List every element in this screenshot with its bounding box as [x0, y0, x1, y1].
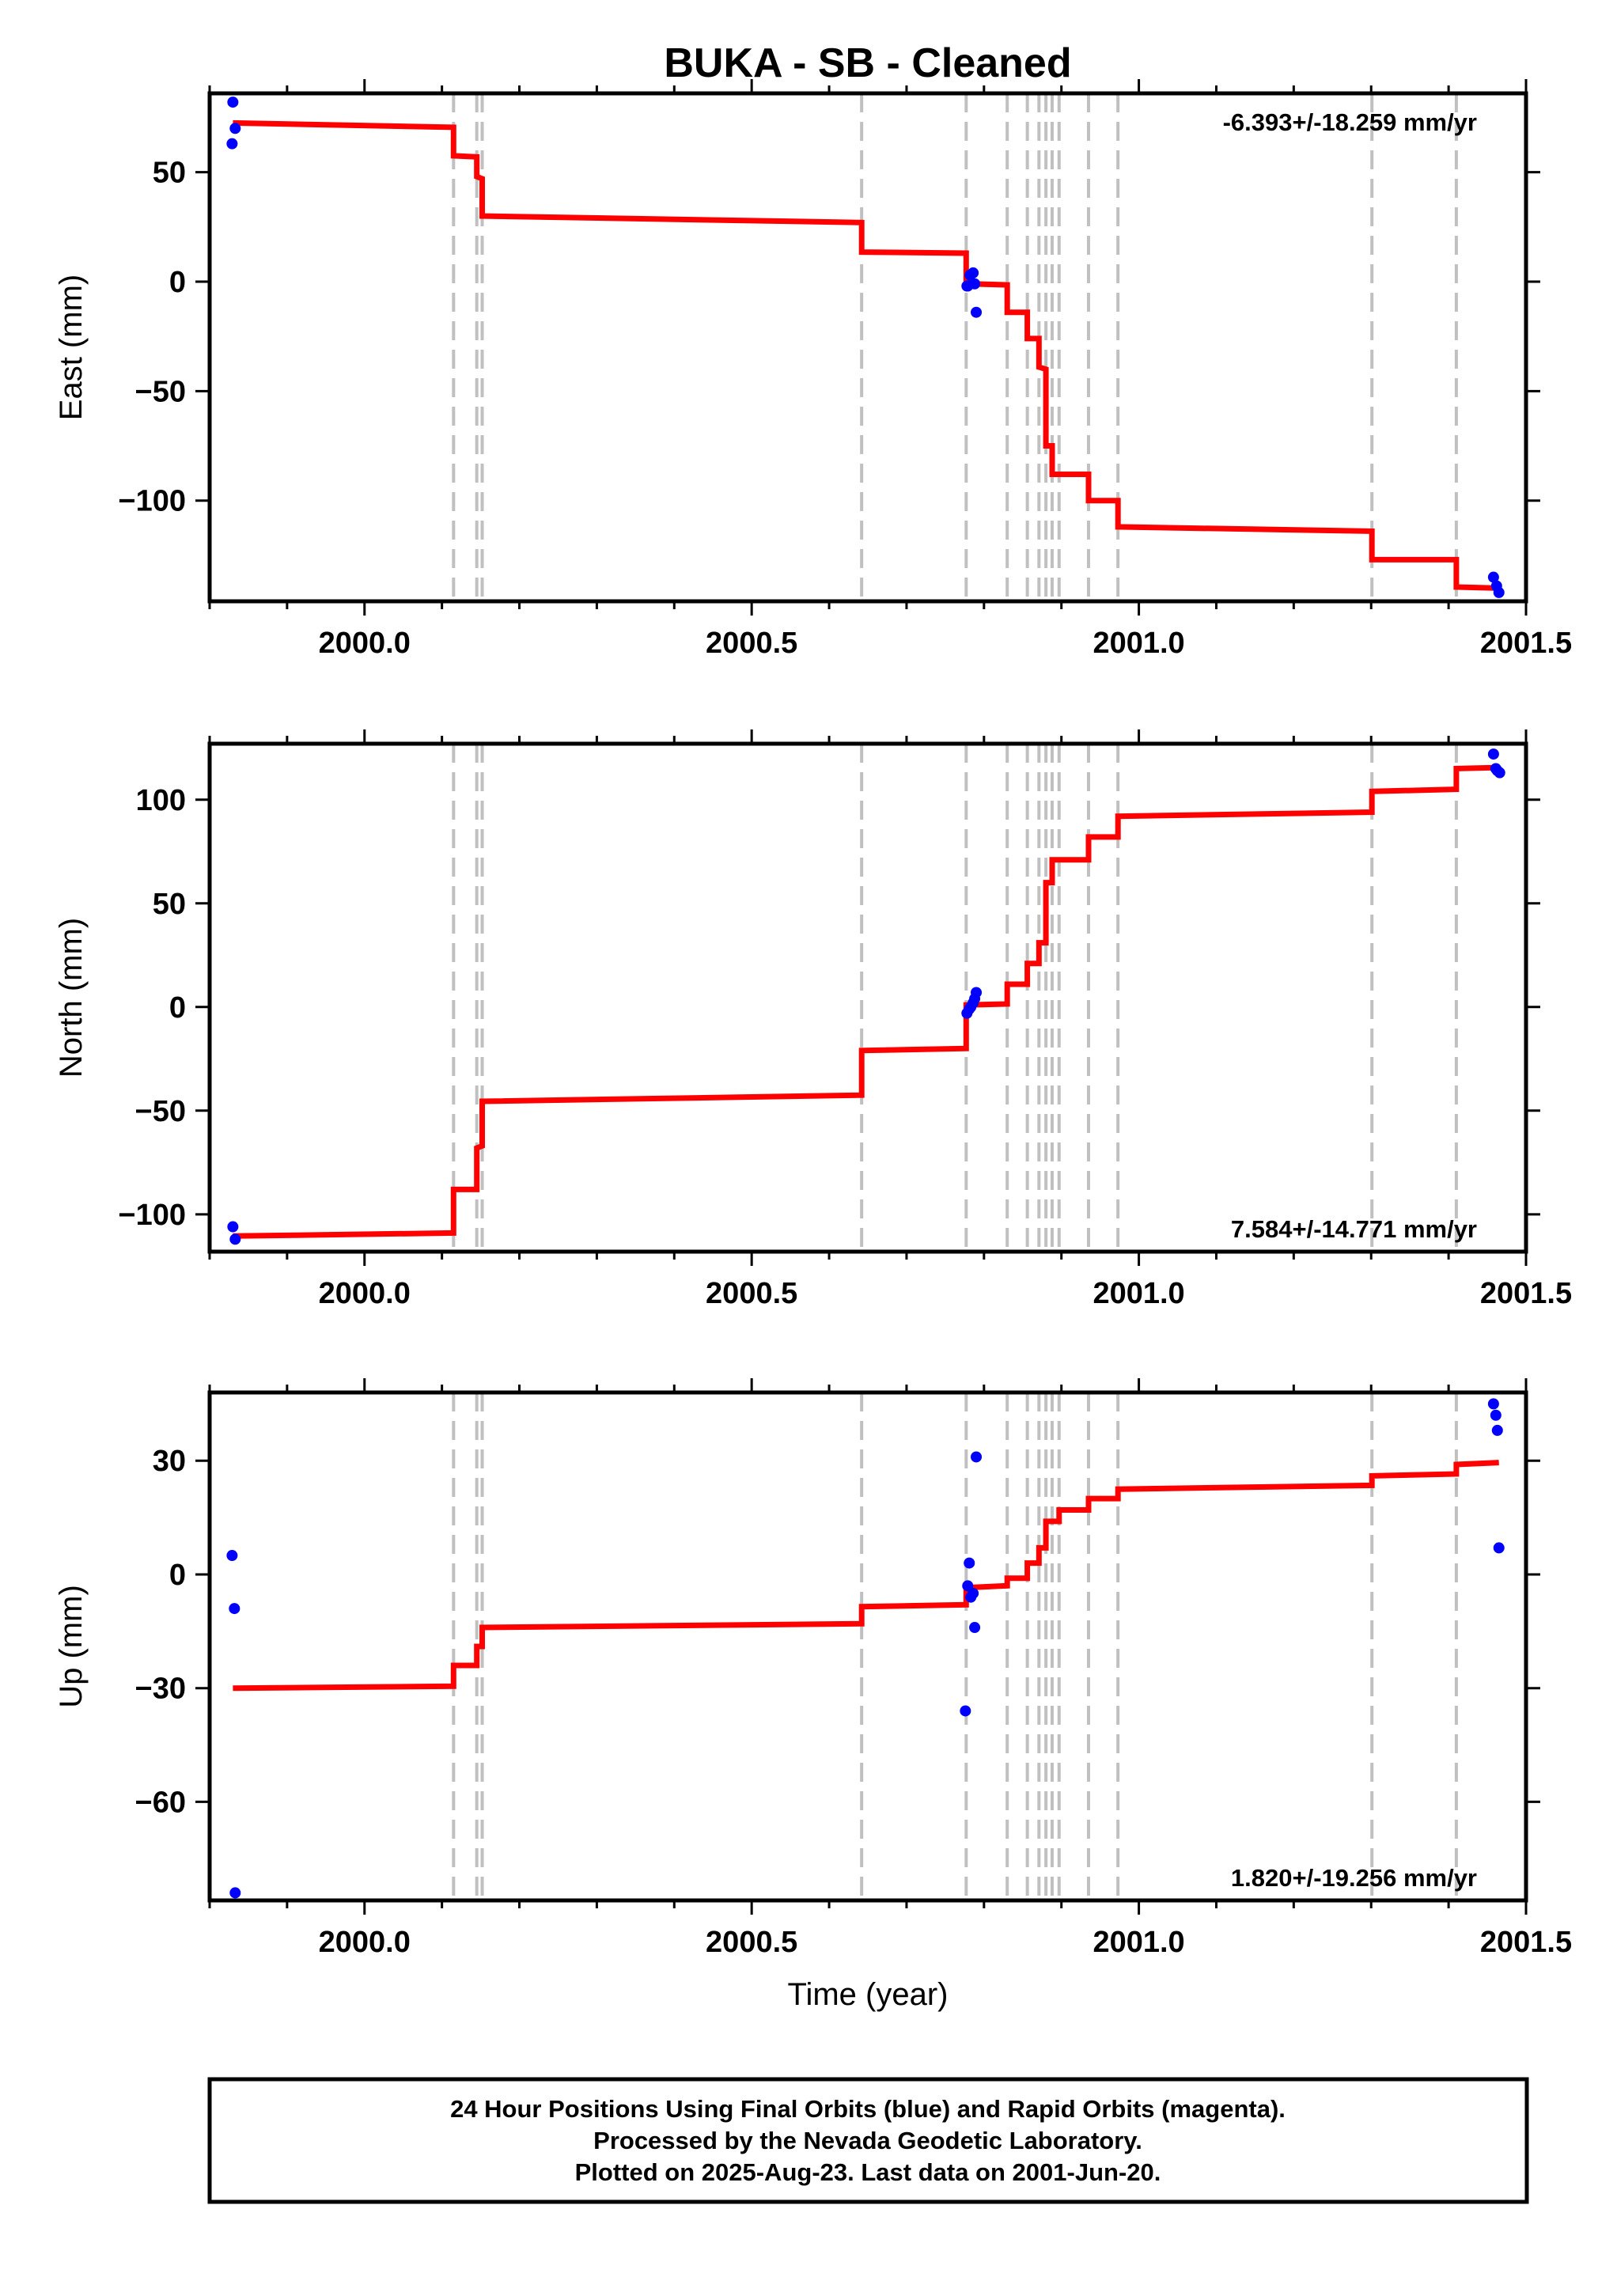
- data-point: [1487, 571, 1499, 583]
- data-point: [968, 1587, 979, 1599]
- data-point: [1491, 1424, 1503, 1436]
- y-tick-label: −60: [135, 1786, 186, 1819]
- y-tick-label: 0: [169, 1559, 186, 1592]
- data-point: [969, 1622, 981, 1634]
- model-series-line: [233, 1460, 1499, 1692]
- footer-line-1: 24 Hour Positions Using Final Orbits (bl…: [450, 2095, 1286, 2123]
- x-tick-label: 2001.5: [1480, 1926, 1572, 1959]
- x-tick-label: 2001.0: [1093, 1277, 1184, 1310]
- data-point: [1493, 586, 1505, 598]
- data-point: [1494, 767, 1505, 779]
- x-tick-label: 2001.5: [1480, 1277, 1572, 1310]
- data-point: [1493, 1542, 1505, 1554]
- data-point: [227, 1221, 239, 1233]
- x-tick-label: 2000.5: [706, 1926, 797, 1959]
- panel-north: 2000.0 2000.5 2001.0 2001.5 100 50 0 −50 −100 Nor…: [54, 729, 1572, 1310]
- rate-annotation: -6.393+/-18.259 mm/yr: [1223, 108, 1477, 136]
- data-point: [971, 987, 983, 998]
- data-point: [971, 1451, 983, 1463]
- data-point: [229, 1233, 241, 1245]
- x-tick-label: 2001.0: [1093, 1926, 1184, 1959]
- y-tick-label: 100: [136, 784, 186, 817]
- footer-box: 24 Hour Positions Using Final Orbits (bl…: [207, 2077, 1529, 2204]
- y-axis-label: Up (mm): [54, 1585, 89, 1708]
- data-point: [229, 1603, 240, 1615]
- y-tick-label: 0: [169, 991, 186, 1025]
- data-point: [227, 97, 239, 108]
- x-tick-label: 2000.0: [319, 1926, 411, 1959]
- plot-frame: [207, 91, 1528, 604]
- data-point: [960, 1705, 971, 1717]
- data-point: [964, 1557, 975, 1569]
- x-tick-label: 2000.5: [706, 627, 797, 660]
- x-tick-label: 2001.5: [1480, 627, 1572, 660]
- y-tick-label: 30: [153, 1445, 186, 1478]
- footer-line-2: Processed by the Nevada Geodetic Laborat…: [593, 2127, 1142, 2154]
- data-point: [229, 1887, 241, 1899]
- y-tick-label: −30: [135, 1673, 186, 1706]
- chart-title: BUKA - SB - Cleaned: [664, 40, 1071, 86]
- panels: 2000.0 2000.5 2001.0 2001.5 50 0 −50 −100 East (…: [54, 79, 1572, 2012]
- data-point: [1490, 1409, 1502, 1421]
- rate-annotation: 1.820+/-19.256 mm/yr: [1231, 1864, 1477, 1892]
- data-point: [1487, 1398, 1499, 1410]
- data-point: [229, 123, 241, 135]
- plot-frame: [207, 1390, 1528, 1903]
- footer-line-3: Plotted on 2025-Aug-23. Last data on 200…: [575, 2158, 1161, 2186]
- plot-frame: [207, 741, 1528, 1254]
- x-axis-label: Time (year): [788, 1977, 949, 2012]
- rate-annotation: 7.584+/-14.771 mm/yr: [1231, 1215, 1477, 1243]
- y-tick-label: 0: [169, 266, 186, 299]
- y-axis-label: East (mm): [54, 275, 89, 420]
- data-point: [969, 278, 981, 290]
- y-tick-label: −100: [118, 485, 186, 518]
- x-tick-label: 2000.0: [319, 627, 411, 660]
- x-tick-label: 2000.5: [706, 1277, 797, 1310]
- data-point: [1487, 748, 1499, 760]
- model-series-line: [233, 119, 1499, 591]
- y-axis-label: North (mm): [54, 918, 89, 1078]
- y-tick-label: 50: [153, 888, 186, 921]
- y-tick-label: −50: [135, 1095, 186, 1128]
- y-tick-label: −50: [135, 375, 186, 408]
- y-tick-label: 50: [153, 157, 186, 190]
- data-point: [971, 306, 983, 318]
- model-series-line: [233, 764, 1499, 1239]
- data-point: [968, 267, 979, 278]
- panel-up: 2000.0 2000.5 2001.0 2001.5 30 0 −30 −60 Up (mm)…: [54, 1378, 1572, 2012]
- x-tick-label: 2001.0: [1093, 627, 1184, 660]
- data-point: [226, 138, 238, 150]
- data-point: [226, 1550, 238, 1562]
- x-tick-label: 2000.0: [319, 1277, 411, 1310]
- panel-east: 2000.0 2000.5 2001.0 2001.5 50 0 −50 −100 East (…: [54, 79, 1572, 660]
- y-tick-label: −100: [118, 1199, 186, 1232]
